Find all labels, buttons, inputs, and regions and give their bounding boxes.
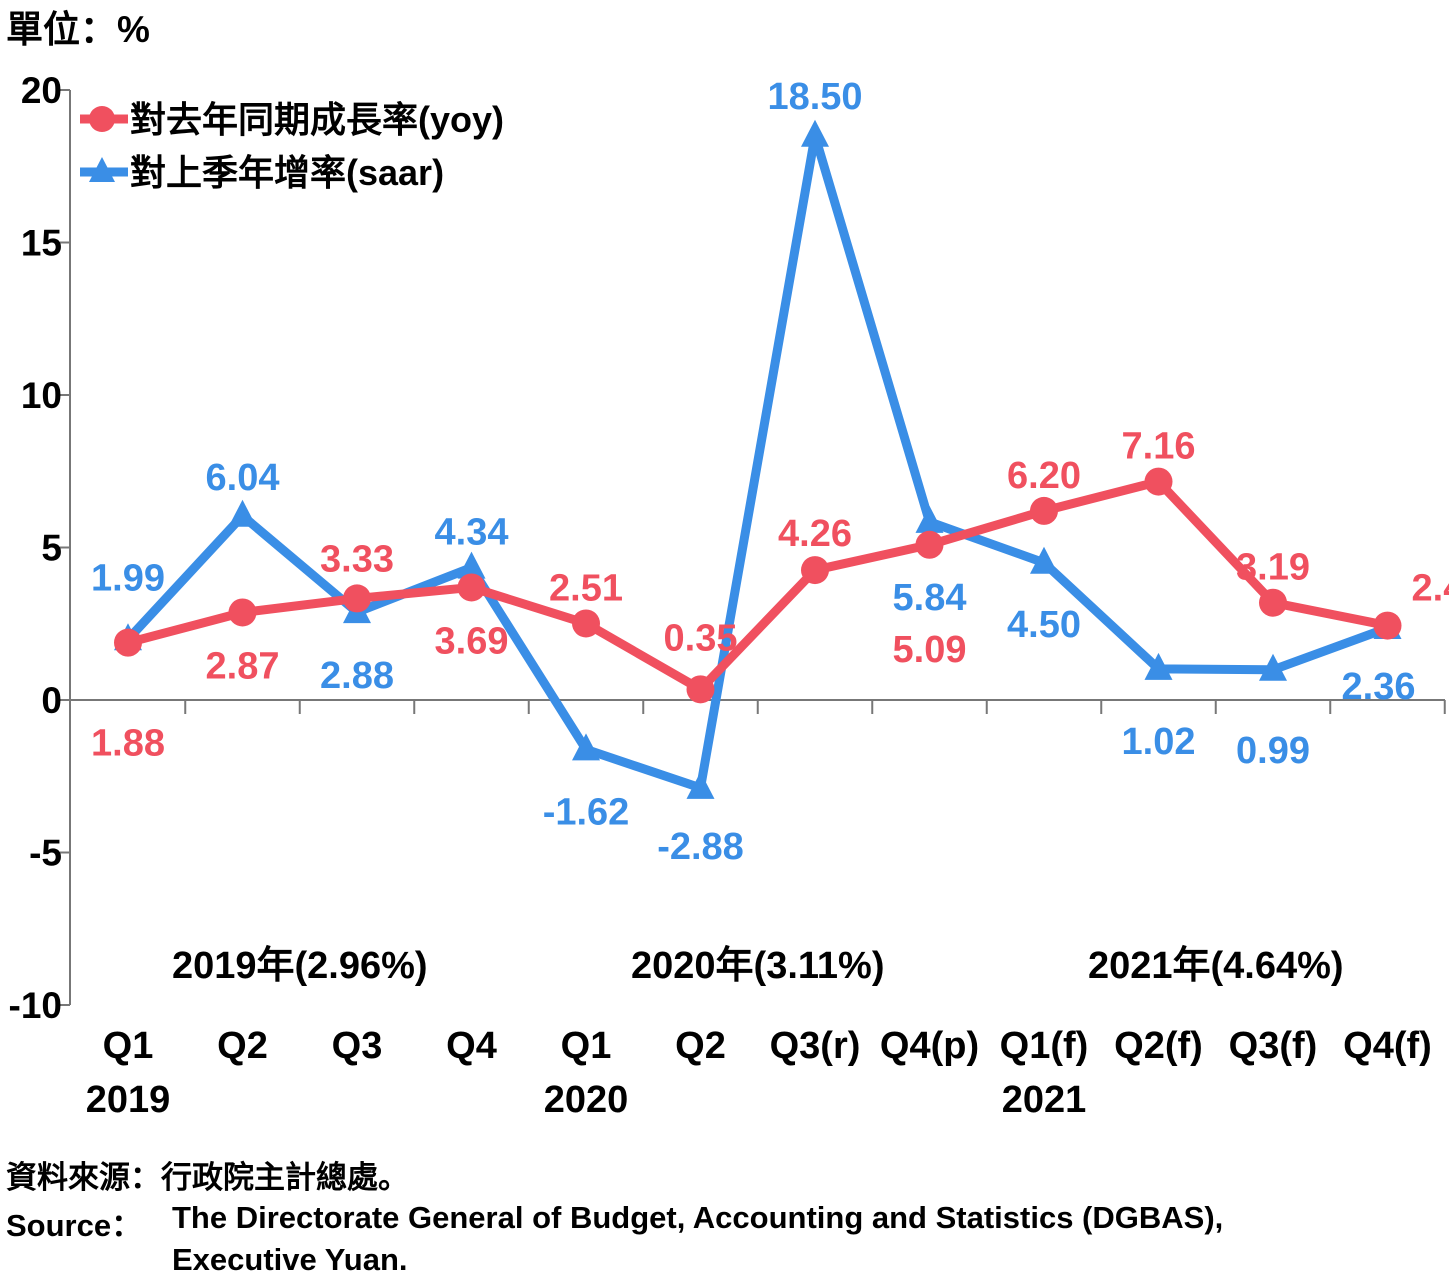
saar-point [457, 551, 486, 579]
yoy-point [572, 609, 600, 638]
year-label: 2021 [1002, 1079, 1087, 1121]
saar-data-label: 2.36 [1342, 666, 1416, 708]
x-tick-label: Q4(f) [1343, 1025, 1432, 1067]
legend-label: 對上季年增率(saar) [130, 152, 444, 193]
yoy-data-label: 4.26 [778, 513, 852, 555]
saar-data-label: 4.34 [435, 512, 509, 554]
y-tick-label: -5 [29, 833, 62, 874]
yoy-point [686, 675, 715, 704]
yoy-point [228, 598, 257, 627]
x-tick-label: Q2(f) [1114, 1025, 1203, 1067]
annual-growth-label: 2020年(3.11%) [631, 945, 885, 987]
yoy-point [1144, 467, 1173, 496]
y-tick-label: 15 [21, 223, 62, 264]
saar-data-label: 1.02 [1122, 721, 1196, 763]
yoy-point [915, 530, 944, 559]
source-en-label: Source： [6, 1208, 143, 1243]
saar-point [915, 505, 944, 533]
annual-growth-label: 2019年(2.96%) [172, 945, 428, 987]
x-tick-label: Q3(f) [1229, 1025, 1318, 1067]
x-tick-label: Q1(f) [1000, 1025, 1089, 1067]
yoy-point [1030, 496, 1058, 525]
x-tick-label: Q1 [561, 1025, 612, 1067]
saar-data-label: 0.99 [1236, 730, 1310, 772]
yoy-point [801, 556, 829, 585]
series-lines [124, 131, 1390, 793]
x-tick-label: Q4(p) [880, 1025, 979, 1067]
yoy-point [1373, 611, 1402, 640]
saar-point [801, 119, 829, 147]
x-tick-label: Q3 [332, 1025, 383, 1067]
source-zh: 資料來源：行政院主計總處。 [6, 1160, 409, 1195]
yoy-data-label: 3.33 [320, 538, 394, 580]
y-tick-label: 20 [21, 70, 62, 111]
saar-data-label: 18.50 [767, 76, 862, 118]
legend-triangle-marker [89, 157, 115, 182]
annual-labels: 2019年(2.96%) 2020年(3.11%) 2021年(4.64%) [172, 945, 1344, 987]
yoy-point [457, 573, 486, 602]
saar-data-label: -1.62 [543, 791, 630, 833]
y-axis-ticks: -10 -5 0 5 10 15 20 [9, 70, 70, 1026]
yoy-point [114, 628, 142, 657]
yoy-data-label: 6.20 [1007, 455, 1081, 497]
saar-data-label: 5.84 [893, 577, 967, 619]
yoy-data-label: 2.44 [1412, 568, 1449, 610]
y-tick-label: 10 [21, 375, 62, 416]
yoy-data-label: 2.51 [549, 567, 623, 609]
series-line-saar [124, 131, 1390, 793]
data-labels: 1.99 6.04 2.88 4.34 -1.62 -2.88 18.50 5.84 4.50 1… [91, 76, 1449, 868]
saar-data-label: 4.50 [1007, 604, 1081, 646]
saar-point [1259, 653, 1287, 681]
yoy-point [343, 584, 371, 613]
yoy-data-label: 3.19 [1236, 547, 1310, 589]
y-tick-label: 5 [41, 528, 62, 569]
legend-label: 對去年同期成長率(yoy) [130, 99, 504, 140]
series-markers [114, 119, 1402, 799]
saar-point [686, 771, 715, 799]
yoy-point [1259, 588, 1287, 617]
saar-data-label: -2.88 [657, 826, 744, 868]
saar-point [1144, 652, 1173, 680]
saar-data-label: 2.88 [320, 655, 394, 697]
legend: 對去年同期成長率(yoy) 對上季年增率(saar) [80, 99, 504, 193]
annual-growth-label: 2021年(4.64%) [1088, 945, 1344, 987]
legend-circle-marker [89, 106, 115, 132]
saar-point [572, 733, 600, 761]
year-label: 2019 [86, 1079, 171, 1121]
x-tick-label: Q3(r) [770, 1025, 861, 1067]
source-en-line1: The Directorate General of Budget, Accou… [172, 1200, 1224, 1235]
yoy-data-label: 1.88 [91, 723, 165, 765]
y-tick-label: 0 [41, 680, 62, 721]
y-tick-label: -10 [9, 985, 62, 1026]
source-en-line2: Executive Yuan. [172, 1242, 408, 1277]
yoy-data-label: 3.69 [435, 620, 509, 662]
line-chart: 單位：% -10 -5 0 5 10 15 20 Q1 Q2 Q3 Q4 Q1 Q2 Q3(r) Q4(p… [6, 9, 1449, 1121]
yoy-data-label: 5.09 [893, 629, 967, 671]
saar-point [1030, 546, 1058, 574]
yoy-data-label: 2.87 [206, 645, 280, 687]
saar-data-label: 6.04 [206, 457, 280, 499]
x-tick-label: Q2 [217, 1025, 268, 1067]
x-axis-labels: Q1 Q2 Q3 Q4 Q1 Q2 Q3(r) Q4(p) Q1(f) Q2(f) Q3(f) Q4(… [86, 1025, 1432, 1121]
year-label: 2020 [544, 1079, 629, 1121]
unit-label: 單位：% [6, 9, 150, 50]
x-tick-label: Q2 [675, 1025, 726, 1067]
series-line-yoy [126, 477, 1389, 694]
yoy-data-label: 0.35 [664, 617, 738, 659]
x-tick-label: Q1 [103, 1025, 154, 1067]
saar-point [228, 499, 257, 527]
saar-data-label: 1.99 [91, 557, 165, 599]
x-tick-label: Q4 [446, 1025, 497, 1067]
yoy-data-label: 7.16 [1122, 426, 1196, 468]
